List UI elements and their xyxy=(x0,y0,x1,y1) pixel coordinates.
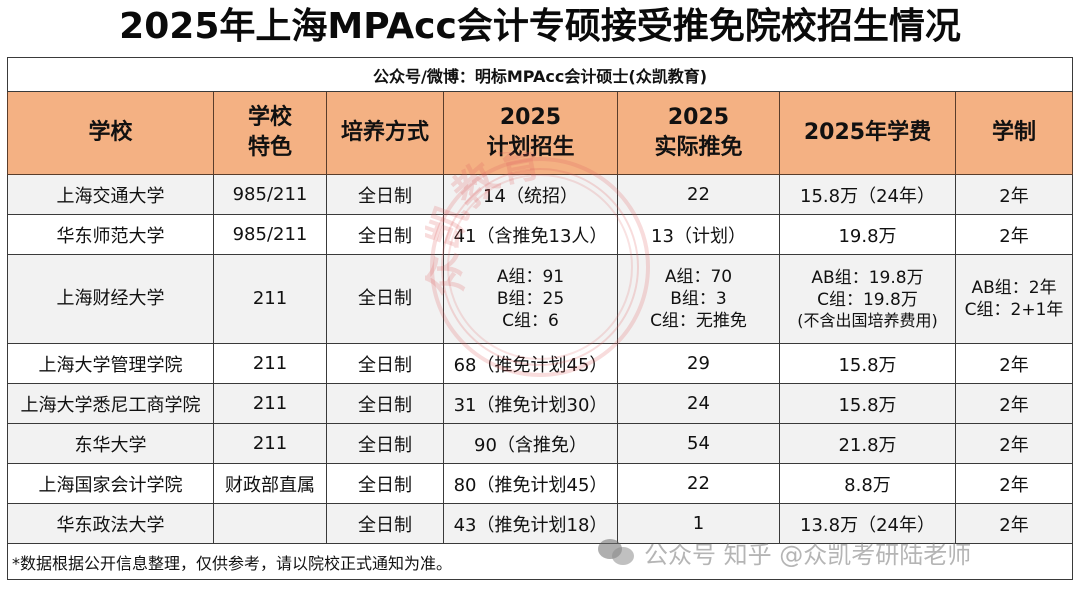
cell-school: 上海大学管理学院 xyxy=(7,343,214,384)
header-actual: 2025 实际推免 xyxy=(617,91,780,175)
table-row: 华东政法大学 全日制 43（推免计划18） 1 13.8万（24年） 2年 xyxy=(7,503,1074,544)
footer-note: *数据根据公开信息整理，仅供参考，请以院校正式通知为准。 xyxy=(6,543,1074,580)
header-plan: 2025 计划招生 xyxy=(443,91,618,175)
cell-mode: 全日制 xyxy=(326,343,444,384)
page-title: 2025年上海MPAcc会计专硕接受推免院校招生情况 xyxy=(119,6,961,47)
table-row: 上海大学管理学院 211 全日制 68（推免计划45） 29 15.8万 2年 xyxy=(7,343,1074,384)
cell-mode: 全日制 xyxy=(326,383,444,424)
actual-group-a: A组：70 xyxy=(664,266,733,287)
table-row: 东华大学 211 全日制 90（含推免） 54 21.8万 2年 xyxy=(7,423,1074,464)
cell-tuition: 13.8万（24年） xyxy=(779,503,956,544)
duration-group-ab: AB组：2年 xyxy=(971,277,1057,298)
tuition-note: (不含出国培养费用) xyxy=(797,310,938,330)
cell-plan: A组：91 B组：25 C组：6 xyxy=(443,254,618,344)
duration-group-c: C组：2+1年 xyxy=(964,300,1064,320)
cell-feature: 211 xyxy=(213,254,327,344)
cell-mode: 全日制 xyxy=(326,214,444,255)
footer-row: *数据根据公开信息整理，仅供参考，请以院校正式通知为准。 xyxy=(6,543,1074,580)
cell-actual: A组：70 B组：3 C组：无推免 xyxy=(617,254,780,344)
cell-tuition: 19.8万 xyxy=(779,214,956,255)
header-feature-line2: 特色 xyxy=(247,135,292,160)
cell-feature xyxy=(213,503,327,544)
plan-group-b: B组：25 xyxy=(496,288,565,309)
cell-feature: 985/211 xyxy=(213,174,327,215)
cell-feature: 985/211 xyxy=(213,214,327,255)
cell-actual: 1 xyxy=(617,503,780,544)
cell-tuition: 21.8万 xyxy=(779,423,956,464)
cell-feature: 财政部直属 xyxy=(213,463,327,504)
cell-mode: 全日制 xyxy=(326,503,444,544)
subtitle-row: 公众号/微博：明标MPAcc会计硕士(众凯教育) xyxy=(6,57,1074,92)
cell-tuition: 15.8万（24年） xyxy=(779,174,956,215)
header-feature: 学校 特色 xyxy=(213,91,327,175)
tuition-group-c: C组：19.8万 xyxy=(817,289,918,310)
cell-duration: 2年 xyxy=(954,423,1074,464)
header-feature-line1: 学校 xyxy=(247,105,292,131)
tuition-group-ab: AB组：19.8万 xyxy=(811,267,924,288)
header-school: 学校 xyxy=(7,91,214,175)
cell-duration: 2年 xyxy=(954,214,1074,255)
table-row: 上海大学悉尼工商学院 211 全日制 31（推免计划30） 24 15.8万 2… xyxy=(7,383,1074,424)
cell-tuition: 15.8万 xyxy=(779,343,956,384)
cell-feature: 211 xyxy=(213,343,327,384)
cell-school: 华东政法大学 xyxy=(7,503,214,544)
plan-group-a: A组：91 xyxy=(496,266,565,287)
cell-duration: 2年 xyxy=(954,174,1074,215)
cell-plan: 41（含推免13人） xyxy=(443,214,618,255)
cell-feature: 211 xyxy=(213,383,327,424)
cell-duration: 2年 xyxy=(954,343,1074,384)
header-duration: 学制 xyxy=(954,91,1074,175)
cell-school: 华东师范大学 xyxy=(7,214,214,255)
cell-plan: 43（推免计划18） xyxy=(443,503,618,544)
table-subtitle: 公众号/微博：明标MPAcc会计硕士(众凯教育) xyxy=(6,57,1074,92)
cell-school: 上海财经大学 xyxy=(7,254,214,344)
cell-plan: 68（推免计划45） xyxy=(443,343,618,384)
plan-group-c: C组：6 xyxy=(502,311,559,332)
cell-duration: 2年 xyxy=(954,383,1074,424)
table-row: 华东师范大学 985/211 全日制 41（含推免13人） 13（计划） 19.… xyxy=(7,214,1074,255)
cell-plan: 90（含推免） xyxy=(443,423,618,464)
cell-tuition: AB组：19.8万 C组：19.8万 (不含出国培养费用) xyxy=(779,254,956,344)
cell-plan: 14（统招） xyxy=(443,174,618,215)
cell-duration: 2年 xyxy=(954,503,1074,544)
cell-school: 上海国家会计学院 xyxy=(7,463,214,504)
cell-actual: 54 xyxy=(617,423,780,464)
header-actual-line1: 2025 xyxy=(667,105,730,131)
cell-tuition: 15.8万 xyxy=(779,383,956,424)
header-plan-line1: 2025 xyxy=(499,105,562,131)
cell-plan: 80（推免计划45） xyxy=(443,463,618,504)
cell-mode: 全日制 xyxy=(326,174,444,215)
cell-school: 上海交通大学 xyxy=(7,174,214,215)
cell-mode: 全日制 xyxy=(326,463,444,504)
table-row: 上海财经大学 211 全日制 A组：91 B组：25 C组：6 A组：70 B组… xyxy=(7,254,1074,344)
cell-actual: 29 xyxy=(617,343,780,384)
cell-actual: 24 xyxy=(617,383,780,424)
admissions-table: 公众号/微博：明标MPAcc会计硕士(众凯教育) 学校 学校 特色 培养方式 2… xyxy=(6,57,1074,580)
cell-duration: 2年 xyxy=(954,463,1074,504)
cell-tuition: 8.8万 xyxy=(779,463,956,504)
cell-feature: 211 xyxy=(213,423,327,464)
actual-group-c: C组：无推免 xyxy=(650,311,747,332)
header-mode: 培养方式 xyxy=(326,91,444,175)
cell-actual: 22 xyxy=(617,174,780,215)
actual-group-b: B组：3 xyxy=(670,288,727,309)
cell-actual: 13（计划） xyxy=(617,214,780,255)
header-actual-line2: 实际推免 xyxy=(654,135,743,160)
cell-plan: 31（推免计划30） xyxy=(443,383,618,424)
cell-actual: 22 xyxy=(617,463,780,504)
cell-school: 上海大学悉尼工商学院 xyxy=(7,383,214,424)
table-row: 上海交通大学 985/211 全日制 14（统招） 22 15.8万（24年） … xyxy=(7,174,1074,215)
header-tuition: 2025年学费 xyxy=(779,91,956,175)
header-plan-line2: 计划招生 xyxy=(486,135,575,160)
cell-duration: AB组：2年 C组：2+1年 xyxy=(954,254,1074,344)
cell-mode: 全日制 xyxy=(326,254,444,344)
table-row: 上海国家会计学院 财政部直属 全日制 80（推免计划45） 22 8.8万 2年 xyxy=(7,463,1074,504)
cell-school: 东华大学 xyxy=(7,423,214,464)
cell-mode: 全日制 xyxy=(326,423,444,464)
header-row: 学校 学校 特色 培养方式 2025 计划招生 2025 实际推免 2025年学… xyxy=(7,91,1074,175)
